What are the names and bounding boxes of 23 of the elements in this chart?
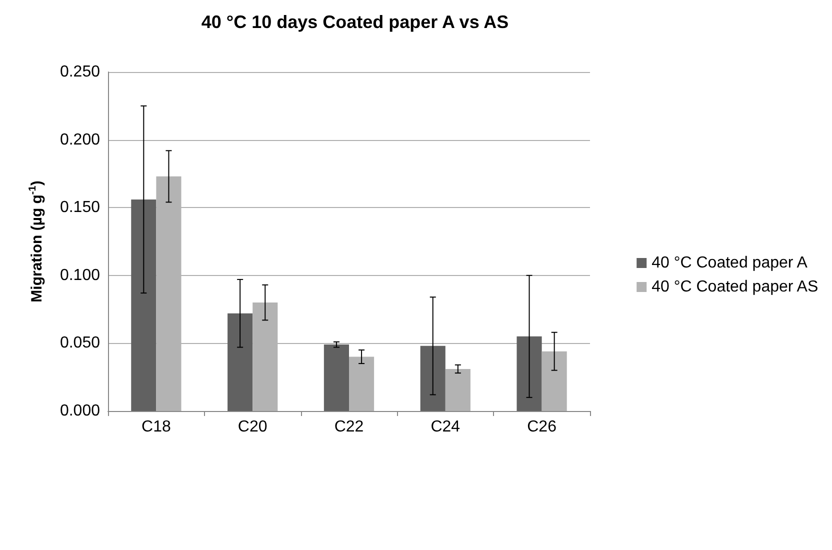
- y-axis-title: Migration (µg g-1): [28, 180, 46, 302]
- bar: [542, 351, 567, 411]
- bar: [420, 346, 446, 411]
- chart-title: 40 °C 10 days Coated paper A vs AS: [201, 12, 509, 32]
- bar: [349, 356, 374, 411]
- bar: [324, 344, 349, 411]
- x-tick-label: C18: [142, 418, 171, 436]
- x-tick-label: C24: [430, 418, 460, 436]
- x-tick-label: C22: [334, 418, 364, 436]
- x-tick-label: C26: [527, 418, 557, 436]
- x-tick-label: C20: [238, 418, 268, 436]
- y-tick-label: 0.150: [60, 199, 100, 216]
- bar: [131, 199, 156, 411]
- bar: [516, 336, 542, 411]
- y-tick-label: 0.050: [60, 334, 100, 352]
- bar: [445, 368, 470, 411]
- legend-label: 40 °C Coated paper A: [652, 254, 808, 272]
- legend-label: 40 °C Coated paper AS: [652, 278, 818, 296]
- bar: [228, 313, 253, 411]
- y-tick-label: 0.100: [60, 266, 100, 284]
- y-tick-label: 0.200: [60, 131, 100, 148]
- y-tick-label: 0.000: [60, 402, 100, 420]
- y-tick-label: 0.250: [60, 64, 100, 80]
